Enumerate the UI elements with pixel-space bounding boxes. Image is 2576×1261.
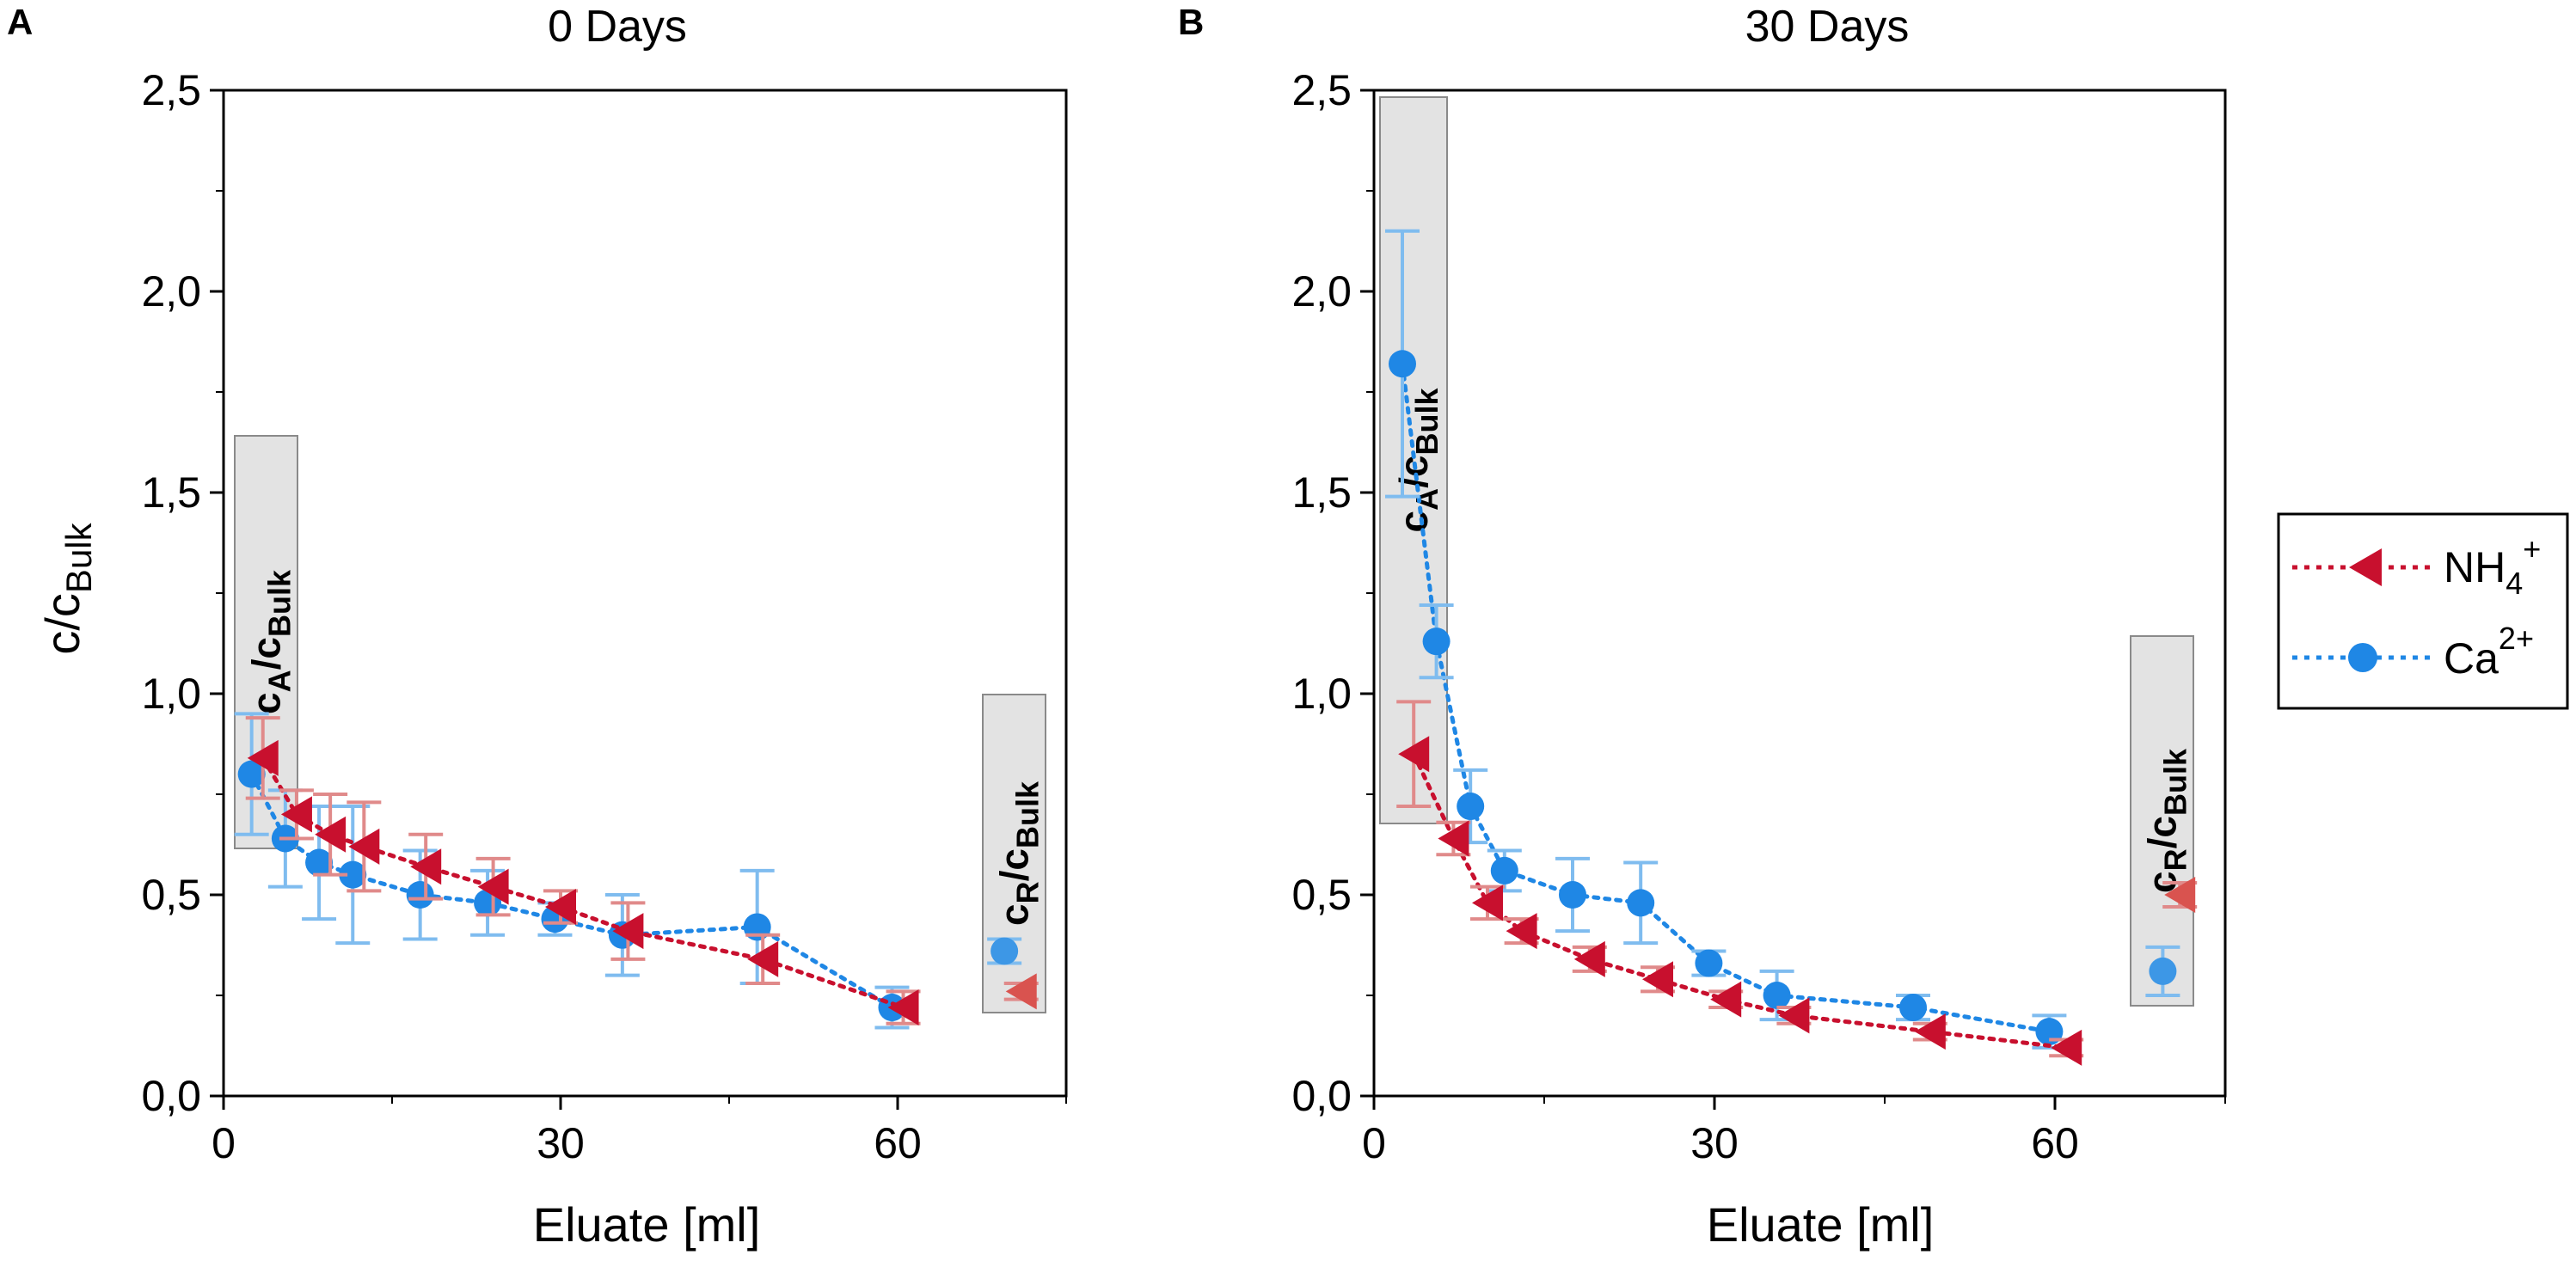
x-axis-label: Eluate [ml]	[1707, 1197, 1935, 1252]
legend: NH4+ Ca2+	[2277, 512, 2569, 710]
nh4-point	[1506, 913, 1537, 950]
y-tick-label: 2,5	[141, 66, 201, 114]
nh4-point	[1642, 961, 1673, 998]
ca-point	[1559, 881, 1586, 909]
legend-marker-ca	[2348, 643, 2377, 672]
x-tick-label: 60	[874, 1119, 922, 1167]
y-tick-label: 1,0	[141, 670, 201, 718]
ca-point-residual	[2149, 957, 2177, 985]
y-axis-label: c/cBulk	[35, 522, 99, 654]
y-axis-label-base: c/c	[35, 593, 89, 655]
legend-marker-nh4	[2349, 548, 2382, 586]
nh4-point	[1914, 1013, 1946, 1050]
nh4-point	[247, 739, 279, 776]
nh4-point	[280, 796, 312, 833]
y-tick-label: 2,0	[141, 267, 201, 315]
y-tick-label: 0,5	[1291, 871, 1352, 919]
legend-frame	[2277, 512, 2569, 710]
nh4-point-residual	[2164, 877, 2196, 913]
ca-point	[339, 860, 367, 889]
x-tick-label: 0	[212, 1119, 236, 1167]
nh4-point	[747, 940, 779, 977]
ca-point	[237, 760, 266, 788]
nh4-point-residual	[1005, 973, 1037, 1010]
annotation-label-residual: cR/cBulk	[992, 780, 1046, 926]
ca-point	[1763, 982, 1791, 1009]
ca-point-residual	[991, 937, 1019, 965]
ca-point	[1422, 627, 1451, 656]
series-line-ca	[1400, 361, 2052, 1034]
nh4-point	[612, 913, 644, 950]
series-line-ca	[249, 772, 894, 1010]
ca-point	[1627, 889, 1655, 917]
ca-point	[1695, 949, 1723, 977]
y-tick-label: 0,5	[141, 871, 201, 919]
ca-point	[406, 881, 434, 909]
nh4-point	[1710, 981, 1742, 1018]
panel-title: 30 Days	[1745, 2, 1910, 52]
ca-point	[305, 848, 334, 877]
legend-label-nh4: NH4+	[2444, 531, 2541, 601]
x-tick-label: 60	[2031, 1119, 2079, 1167]
nh4-point	[545, 889, 576, 926]
annotation-label-initial: cA/cBulk	[1391, 388, 1444, 533]
panel-letter: A	[7, 2, 33, 42]
annotation-box-residual	[2130, 635, 2194, 1007]
nh4-point	[1778, 997, 1810, 1034]
x-axis-label: Eluate [ml]	[533, 1197, 761, 1252]
nh4-point	[477, 868, 509, 905]
nh4-point	[410, 848, 442, 885]
panel-a: A 0 Days Eluate [ml] c/cBulk cA/cBulk cR/…	[7, 2, 1068, 1252]
panel-letter: B	[1178, 2, 1204, 42]
nh4-point	[1472, 885, 1503, 921]
x-tick-label: 30	[537, 1119, 585, 1167]
y-tick-label: 2,0	[1291, 267, 1352, 315]
ca-point	[1389, 350, 1416, 378]
nh4-point	[887, 989, 919, 1026]
ca-point	[1457, 793, 1485, 821]
nh4-point	[315, 816, 347, 853]
x-tick-label: 0	[1362, 1119, 1386, 1167]
y-tick-label: 2,5	[1291, 66, 1352, 114]
nh4-point	[348, 828, 380, 865]
annotation-label-initial: cA/cBulk	[244, 569, 297, 714]
series-line-nh4	[1411, 751, 2069, 1050]
y-tick-label: 0,0	[141, 1072, 201, 1120]
nh4-point	[2051, 1029, 2082, 1066]
panel-title: 0 Days	[548, 2, 687, 52]
ca-point	[1490, 856, 1518, 885]
y-tick-label: 0,0	[1291, 1072, 1352, 1120]
y-tick-label: 1,5	[1291, 468, 1352, 517]
nh4-point	[1438, 820, 1469, 857]
y-axis-label-sub: Bulk	[58, 522, 99, 593]
plot-frame	[1372, 89, 2227, 1098]
ca-point	[1899, 994, 1927, 1022]
plot-frame	[222, 89, 1068, 1098]
y-tick-label: 1,0	[1291, 670, 1352, 718]
series-line-nh4	[261, 756, 906, 1010]
x-tick-label: 30	[1690, 1119, 1739, 1167]
y-tick-label: 1,5	[141, 468, 201, 517]
nh4-point	[1398, 736, 1430, 773]
nh4-point	[1573, 940, 1605, 977]
panel-b: B 30 Days Eluate [ml] cA/cBulk cR/cBulk 0,…	[1178, 2, 2227, 1252]
legend-label-ca: Ca2+	[2444, 621, 2534, 683]
annotation-label-residual: cR/cBulk	[2140, 748, 2193, 893]
